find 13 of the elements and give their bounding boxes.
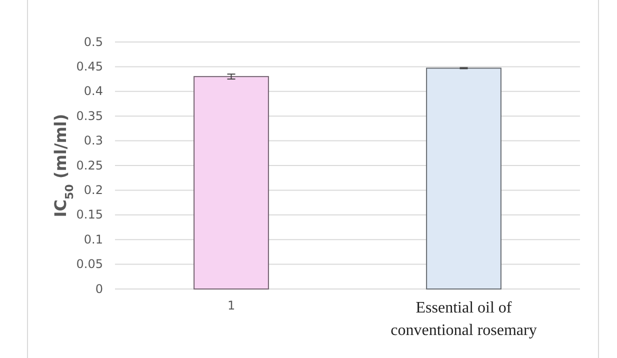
x-tick-label: Essential oil of conventional rosemary (390, 299, 537, 339)
y-tick-label: 0.45 (76, 60, 103, 74)
y-tick-label: 0.3 (84, 134, 103, 148)
y-tick-label: 0.35 (76, 108, 103, 123)
y-tick-label: 0.1 (84, 232, 103, 246)
y-tick-label: 0.15 (76, 208, 103, 222)
y-tick-label: 0.4 (84, 84, 103, 98)
y-tick-label: 0.2 (84, 183, 103, 198)
y-tick-label: 0 (95, 282, 103, 296)
x-tick-label: 1 (227, 298, 236, 313)
y-tick-label: 0.25 (76, 158, 103, 172)
y-tick-label: 0.05 (76, 257, 103, 272)
y-tick-label: 0.5 (84, 34, 103, 49)
